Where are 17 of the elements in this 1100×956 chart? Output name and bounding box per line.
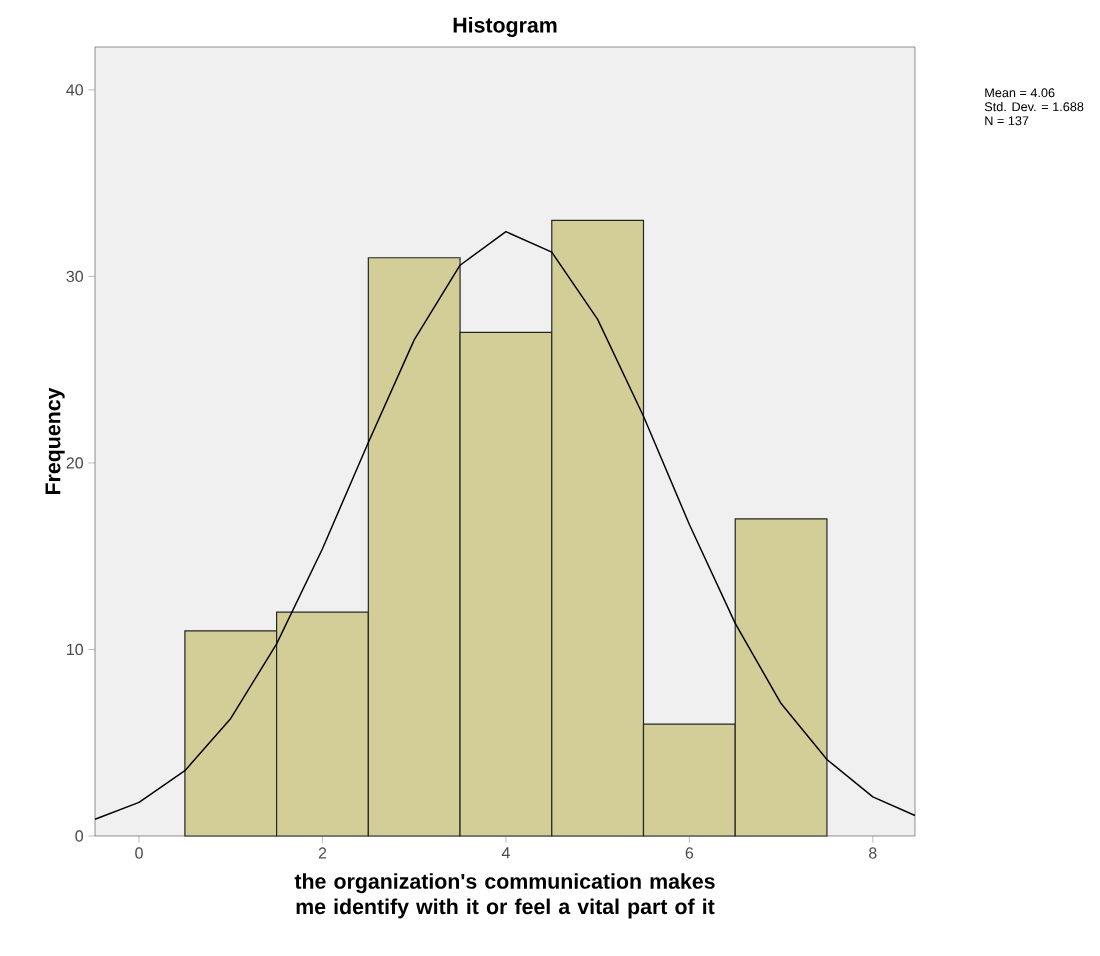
x-tick-label: 2 [318, 847, 327, 859]
y-tick-label: 20 [66, 457, 84, 469]
x-tick-label: 0 [135, 847, 143, 859]
x-tick-label: 6 [685, 847, 694, 859]
y-tick-label: 10 [67, 643, 84, 656]
text: Mean = 4.06 [985, 88, 1055, 98]
y-tick-label: 40 [66, 84, 84, 96]
x-axis-title: the organization's communication makes me identify with it or feel a vital part of it [294, 873, 715, 919]
x-tick-label: 4 [501, 847, 510, 859]
y-tick-label: 0 [75, 830, 84, 842]
x-tick-label: 8 [869, 847, 877, 859]
line-series [94, 230, 916, 820]
y-axis-title: Frequency [45, 387, 65, 495]
text: Std. Dev. = 1.688 [984, 101, 1084, 112]
chart-title: Histogram [453, 16, 557, 37]
text: N = 137 [985, 116, 1029, 126]
y-tick-label: 30 [66, 270, 84, 283]
